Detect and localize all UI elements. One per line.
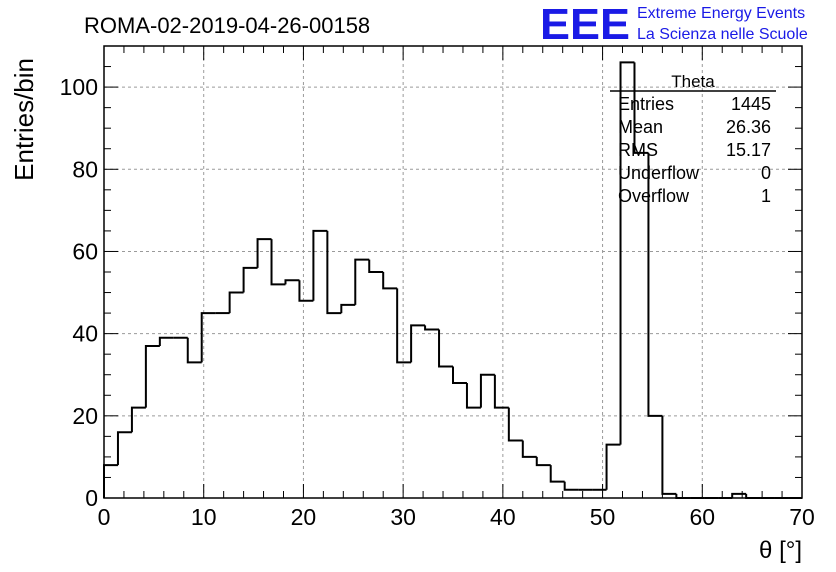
- stats-value: 15.17: [726, 140, 771, 160]
- histogram-bin: [103, 464, 118, 498]
- stats-value: 1445: [731, 94, 771, 114]
- y-tick-label: 0: [85, 485, 98, 511]
- x-tick-label: 10: [191, 504, 217, 530]
- histogram-bin: [410, 324, 426, 363]
- y-tick-label: 80: [72, 156, 98, 182]
- histogram-bin: [242, 266, 258, 293]
- histogram-bin: [479, 373, 495, 408]
- histogram-bin: [493, 374, 509, 409]
- histogram-bin: [130, 406, 146, 433]
- x-tick-label: 50: [590, 504, 616, 530]
- y-axis-label: Entries/bin: [9, 58, 39, 181]
- stats-value: 0: [761, 163, 771, 183]
- x-tick-label: 20: [291, 504, 317, 530]
- brand-line-2: La Scienza nelle Scuole: [637, 26, 808, 43]
- histogram-bin: [424, 325, 440, 331]
- histogram-bin: [661, 415, 677, 495]
- eee-logo: EEE: [540, 0, 630, 49]
- stats-label: Entries: [618, 94, 674, 114]
- histogram-bin: [298, 280, 314, 302]
- histogram-bin: [144, 344, 160, 408]
- histogram-bin: [368, 259, 384, 273]
- histogram-bin: [186, 337, 202, 364]
- histogram-bin: [326, 230, 342, 315]
- stats-value: 26.36: [726, 117, 771, 137]
- histogram-bin: [507, 407, 523, 442]
- histogram-bin: [633, 62, 649, 154]
- stats-value: 1: [761, 186, 771, 206]
- axis-ticks: [103, 45, 803, 499]
- y-tick-label: 20: [72, 403, 98, 429]
- histogram-bin: [731, 492, 747, 498]
- histogram-bin: [158, 336, 174, 346]
- x-tick-label: 0: [98, 504, 111, 530]
- stats-label: Mean: [618, 117, 663, 137]
- plot-border: [103, 45, 803, 499]
- run-title: ROMA-02-2019-04-26-00158: [84, 13, 370, 38]
- histogram-bin: [228, 291, 244, 314]
- x-tick-label: 60: [689, 504, 715, 530]
- histogram-bin: [200, 312, 216, 363]
- histogram-bin: [605, 443, 621, 490]
- histogram-series: [103, 61, 802, 499]
- histogram-bin: [284, 279, 300, 285]
- histogram-bin: [396, 288, 412, 364]
- x-tick-label: 40: [490, 504, 516, 530]
- y-tick-label: 60: [72, 238, 98, 264]
- plot-frame: [103, 45, 803, 499]
- stats-title: Theta: [671, 72, 715, 91]
- histogram-bin: [521, 440, 537, 458]
- histogram-bin: [647, 152, 663, 417]
- histogram-bin: [382, 272, 398, 290]
- histogram-bin: [256, 238, 272, 268]
- histogram-bin: [535, 456, 551, 467]
- histogram-bin: [465, 382, 481, 409]
- histogram-bin: [438, 329, 453, 368]
- histogram-bin: [270, 239, 286, 286]
- stats-label: Overflow: [618, 186, 690, 206]
- histogram-bin: [452, 366, 467, 384]
- histogram-bin: [312, 229, 328, 301]
- x-axis-label: θ [°]: [759, 537, 802, 564]
- grid: [104, 46, 802, 498]
- x-tick-label: 30: [390, 504, 416, 530]
- histogram-bin: [354, 258, 370, 305]
- stats-box: Theta Entries 1445 Mean 26.36 RMS 15.17 Underf…: [610, 72, 776, 206]
- histogram-bin: [619, 61, 635, 445]
- histogram-bin: [116, 431, 132, 466]
- histogram-bin: [563, 481, 579, 491]
- histogram-bin: [340, 303, 356, 314]
- stats-label: Underflow: [618, 163, 700, 183]
- y-tick-label: 100: [60, 74, 98, 100]
- y-tick-label: 40: [72, 321, 98, 347]
- stats-label: RMS: [618, 140, 658, 160]
- x-tick-label: 70: [789, 504, 815, 530]
- brand-line-1: Extreme Energy Events: [637, 5, 805, 22]
- histogram-bin: [549, 465, 565, 483]
